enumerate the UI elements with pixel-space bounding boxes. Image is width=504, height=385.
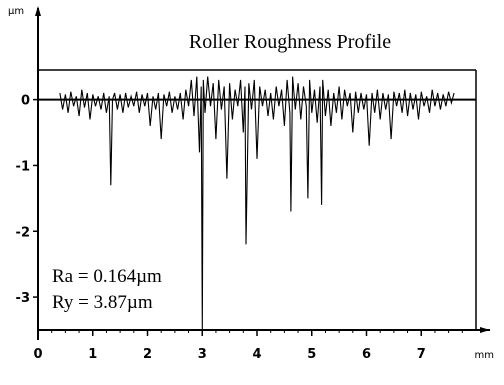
x-tick-label: 0 <box>33 347 42 362</box>
y-tick-label: -1 <box>16 159 30 174</box>
x-tick-label: 6 <box>362 347 371 362</box>
y-tick-label: -2 <box>16 225 30 240</box>
x-tick-label: 7 <box>417 347 426 362</box>
ry-annotation: Ry = 3.87µm <box>52 292 153 313</box>
x-tick-label: 1 <box>88 347 97 362</box>
x-tick-label: 2 <box>143 347 152 362</box>
y-axis-arrow <box>35 6 41 16</box>
x-axis-unit-label: mm <box>475 350 494 361</box>
y-tick-label: 0 <box>21 94 30 109</box>
x-axis-arrow <box>480 327 490 333</box>
roughness-profile-line <box>59 76 455 331</box>
x-tick-label: 3 <box>198 347 207 362</box>
ra-annotation: Ra = 0.164µm <box>52 266 162 287</box>
x-tick-label: 5 <box>307 347 316 362</box>
chart-title: Roller Roughness Profile <box>189 31 391 53</box>
x-tick-label: 4 <box>252 347 261 362</box>
y-axis-unit-label: µm <box>8 6 24 17</box>
y-tick-label: -3 <box>16 291 30 306</box>
